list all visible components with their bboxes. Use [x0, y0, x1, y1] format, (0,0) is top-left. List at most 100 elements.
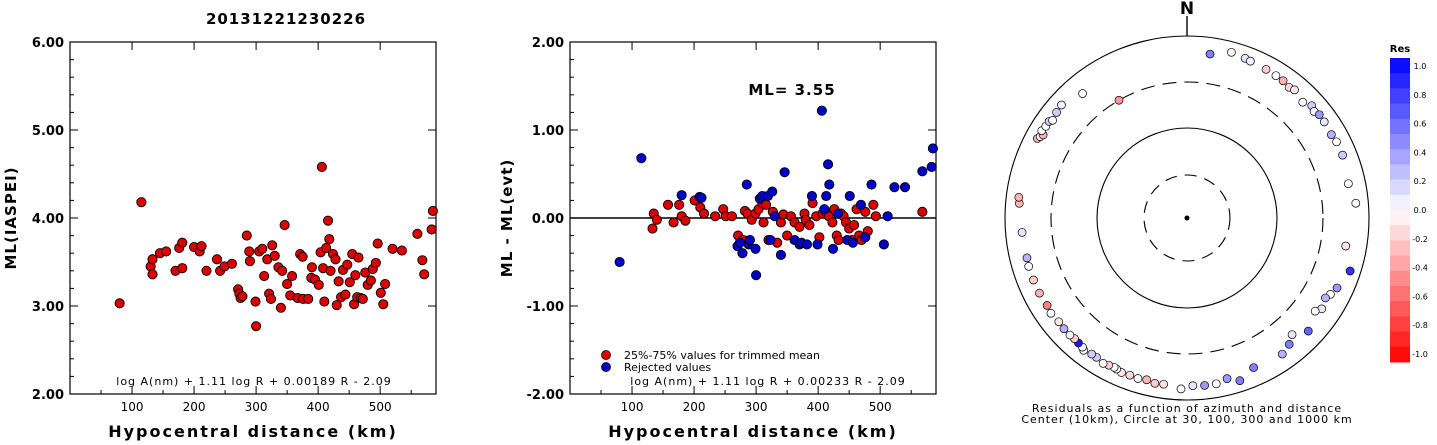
- data-point: [333, 276, 344, 287]
- data-point: [917, 206, 928, 217]
- x-tick-label: 200: [183, 400, 206, 414]
- data-point: [878, 239, 889, 250]
- colorbar-cell: [1390, 286, 1410, 302]
- data-point: [419, 269, 430, 280]
- panel-ml-iaspei: 100 200 300 400 500 2.00 3.00 4.00 5.00 6.00 ML(I…: [2, 36, 438, 441]
- data-point: [331, 300, 342, 311]
- station-point: [1314, 110, 1324, 120]
- data-point: [177, 263, 188, 274]
- data-point: [330, 254, 341, 265]
- data-point: [321, 242, 332, 253]
- data-point: [147, 269, 158, 280]
- station-point: [1087, 349, 1097, 359]
- data-point: [676, 190, 687, 201]
- data-point: [297, 251, 308, 262]
- legend-label-rejected: Rejected values: [624, 361, 711, 374]
- data-point: [323, 215, 334, 226]
- station-point: [1029, 275, 1038, 285]
- data-point: [282, 278, 293, 290]
- data-point: [847, 237, 858, 248]
- data-point: [827, 217, 838, 228]
- data-point: [765, 234, 776, 246]
- data-point: [734, 237, 746, 248]
- station-point: [1098, 358, 1108, 368]
- station-point: [1222, 374, 1232, 383]
- x-axis-label: Hypocentral distance (km): [108, 422, 398, 441]
- station-points: [1014, 47, 1361, 394]
- data-point: [201, 265, 212, 276]
- x-tick-label: 100: [121, 400, 144, 414]
- station-point: [1290, 85, 1299, 95]
- data-point: [380, 278, 391, 290]
- y-tick-label: -2.00: [527, 388, 564, 403]
- data-point: [313, 279, 324, 290]
- data-point: [668, 217, 679, 228]
- data-point: [833, 234, 844, 246]
- data-point: [324, 234, 335, 245]
- legend-label-trimmed: 25%-75% values for trimmed mean: [624, 349, 820, 362]
- axis-ticks: 100 200 300 400 500 -2.00 -1.00 0.00 1.00 2.00: [527, 36, 936, 414]
- ml-annotation: ML= 3.55: [748, 81, 835, 99]
- colorbar-tick-label: 0.6: [1414, 120, 1427, 129]
- data-point: [396, 245, 407, 256]
- data-point: [306, 262, 317, 273]
- colorbar-tick-label: 1.0: [1414, 62, 1427, 71]
- data-point: [870, 211, 881, 222]
- station-point: [1261, 64, 1271, 74]
- colorbar-tick-label: -1.0: [1412, 350, 1428, 359]
- data-point: [926, 161, 937, 173]
- station-point: [1024, 262, 1034, 271]
- data-point: [378, 299, 389, 310]
- legend: 25%-75% values for trimmed mean Rejected…: [601, 349, 820, 374]
- data-point: [277, 265, 288, 276]
- data-point: [917, 166, 928, 177]
- data-point: [136, 197, 147, 208]
- station-point: [1343, 179, 1353, 189]
- colorbar-ticks: 1.0 0.8 0.6 0.4 0.2 0.0 -0.2 -0.4 -0.6 -0.8 -1.0: [1412, 62, 1428, 359]
- station-point: [1278, 76, 1288, 86]
- data-point: [696, 192, 707, 203]
- station-point: [1310, 306, 1320, 316]
- panel-ml-residual: 100 200 300 400 500 -2.00 -1.00 0.00 1.00 2.00 ML…: [498, 36, 938, 441]
- colorbar-cell: [1390, 210, 1410, 226]
- data-point: [710, 211, 721, 222]
- data-point: [365, 275, 376, 286]
- y-tick-label: 2.00: [32, 388, 64, 403]
- data-point: [769, 211, 780, 222]
- caption-line-1: Residuals as a function of azimuth and d…: [1032, 402, 1342, 415]
- station-point: [1235, 376, 1245, 385]
- colorbar-tick-label: 0.8: [1414, 91, 1427, 100]
- x-tick-label: 500: [869, 400, 892, 414]
- data-point: [812, 239, 823, 250]
- x-tick-label: 200: [683, 400, 706, 414]
- data-point: [357, 293, 368, 305]
- data-point: [161, 246, 172, 257]
- station-point: [1205, 49, 1215, 59]
- colorbar-cell: [1390, 73, 1410, 89]
- station-point: [1200, 381, 1209, 390]
- data-point: [636, 153, 647, 164]
- colorbar-tick-label: -0.4: [1412, 264, 1428, 273]
- data-point: [427, 205, 438, 217]
- data-point: [804, 219, 815, 231]
- station-point: [1246, 56, 1255, 66]
- data-point: [412, 228, 423, 239]
- y-axis-label: ML(IASPEI): [2, 166, 20, 269]
- data-point: [251, 321, 262, 332]
- colorbar-tick-label: -0.6: [1412, 292, 1428, 301]
- data-point: [698, 208, 710, 219]
- data-point: [821, 190, 832, 202]
- data-point: [269, 250, 280, 261]
- data-point: [417, 255, 428, 266]
- ring-100km: [1096, 127, 1278, 309]
- colorbar-cells: [1390, 58, 1410, 363]
- data-point: [758, 217, 769, 228]
- data-point: [344, 277, 355, 288]
- colorbar-cell: [1390, 118, 1410, 135]
- station-point: [1321, 293, 1330, 303]
- x-tick-label: 400: [807, 400, 830, 414]
- colorbar-cell: [1390, 164, 1410, 181]
- x-tick-label: 100: [621, 400, 644, 414]
